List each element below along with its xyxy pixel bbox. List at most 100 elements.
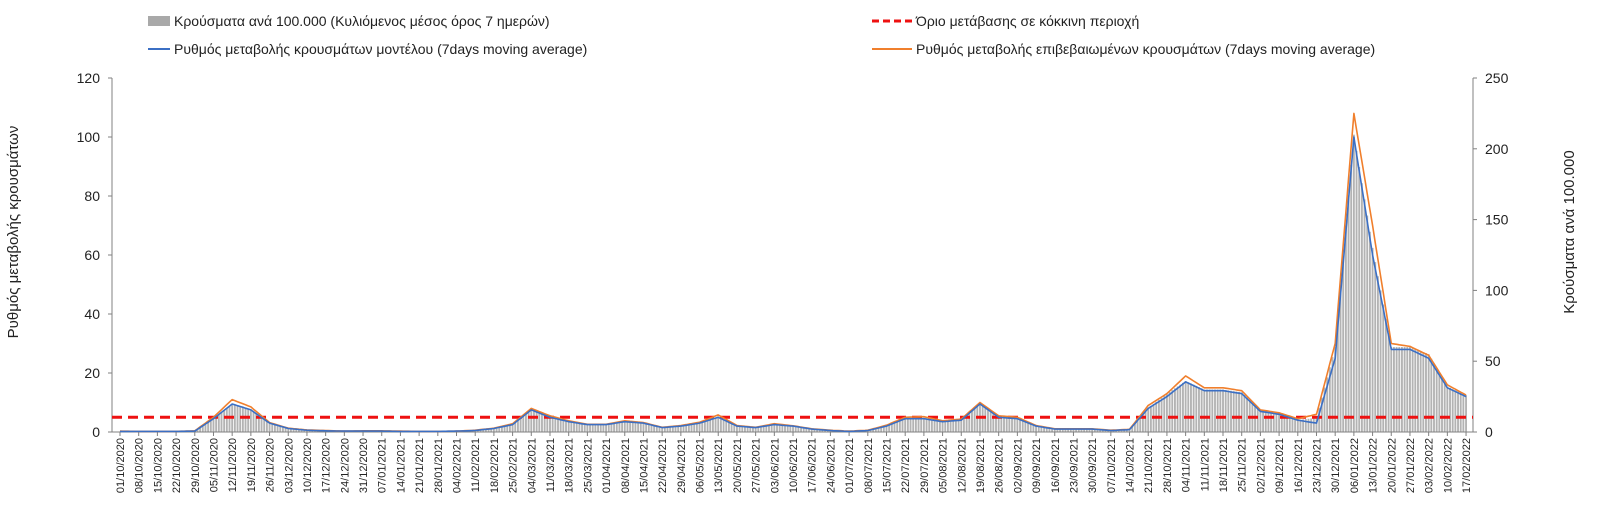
bar	[805, 428, 808, 432]
bar	[813, 429, 816, 432]
bar	[1072, 429, 1075, 432]
x-tick-label: 20/01/2022	[1386, 438, 1398, 493]
bar	[597, 424, 599, 432]
y-right-ticks: 0 50 100 150 200 250	[1473, 70, 1509, 440]
bar	[1374, 262, 1377, 432]
bar	[554, 417, 557, 432]
x-tick-label: 12/11/2020	[227, 438, 239, 492]
bar	[695, 423, 698, 432]
y-left-tick-label: 0	[92, 424, 100, 440]
bar	[201, 426, 204, 432]
bar	[1355, 150, 1358, 432]
bar	[762, 426, 765, 432]
x-tick-label: 13/05/2021	[713, 438, 725, 493]
bar	[818, 429, 821, 432]
bar	[730, 423, 733, 432]
bar	[500, 426, 503, 432]
bar	[605, 424, 608, 432]
bar	[1336, 316, 1339, 432]
bar	[1203, 389, 1206, 432]
bar	[957, 420, 960, 432]
bar	[914, 417, 917, 432]
bar	[1358, 167, 1361, 432]
bar	[1371, 247, 1374, 432]
bar	[476, 430, 479, 432]
legend-bars-label: Κρούσματα ανά 100.000 (Κυλιόμενος μέσος …	[174, 13, 550, 29]
x-tick-label: 17/02/2022	[1461, 438, 1473, 493]
bar	[821, 429, 824, 432]
bar	[573, 422, 575, 432]
bar	[719, 417, 722, 432]
bar	[1254, 405, 1256, 432]
bar	[1187, 382, 1190, 432]
bar	[308, 430, 311, 432]
bar	[749, 427, 752, 432]
bar	[1267, 411, 1270, 432]
bar	[1029, 423, 1032, 432]
x-tick-label: 18/03/2021	[564, 438, 576, 493]
bar	[1438, 372, 1441, 432]
bar	[1037, 426, 1040, 432]
bar	[551, 417, 554, 432]
bar	[701, 422, 704, 432]
bar	[623, 421, 626, 432]
bar	[535, 411, 538, 432]
bar	[928, 418, 931, 432]
y-right-tick-label: 50	[1485, 353, 1501, 369]
bar	[946, 420, 949, 432]
bar	[1168, 391, 1171, 432]
bar	[714, 417, 717, 432]
x-tick-label: 22/04/2021	[657, 438, 669, 493]
bar	[549, 416, 551, 432]
x-tick-label: 28/10/2021	[1162, 438, 1174, 493]
bar	[810, 429, 813, 432]
bar	[503, 426, 506, 432]
legend: Κρούσματα ανά 100.000 (Κυλιόμενος μέσος …	[148, 13, 1375, 57]
bar	[981, 405, 984, 432]
bar	[1064, 429, 1067, 432]
bar	[661, 427, 664, 432]
bar	[1080, 429, 1083, 432]
bar	[706, 420, 709, 432]
bar	[971, 410, 973, 432]
bar	[639, 423, 642, 432]
bar	[586, 424, 589, 432]
bar	[987, 409, 989, 432]
bar	[1104, 430, 1107, 432]
bar	[281, 427, 284, 432]
x-tick-label: 25/02/2021	[508, 438, 520, 493]
bar	[920, 417, 923, 432]
bar	[674, 426, 677, 432]
bar	[1120, 430, 1123, 432]
bar	[938, 420, 941, 432]
bar	[1013, 417, 1016, 432]
x-tick-label: 19/11/2020	[246, 438, 258, 492]
bar	[733, 424, 736, 432]
bar	[1417, 350, 1419, 432]
bar	[589, 424, 591, 432]
x-tick-label: 15/07/2021	[881, 438, 893, 493]
bar	[1294, 419, 1297, 432]
y-right-tick-label: 0	[1485, 424, 1493, 440]
bar	[594, 424, 597, 432]
bar	[933, 419, 936, 432]
bar	[581, 423, 583, 432]
model-series-line	[120, 136, 1467, 433]
x-tick-label: 28/01/2021	[433, 438, 445, 493]
bar	[703, 421, 706, 432]
x-tick-label: 17/12/2020	[321, 438, 333, 493]
bar	[1083, 429, 1086, 432]
bar	[1051, 428, 1054, 432]
bar	[228, 405, 231, 432]
bar	[212, 419, 215, 432]
bar	[634, 422, 637, 432]
bar	[872, 429, 875, 432]
x-tick-label: 03/02/2022	[1424, 438, 1436, 493]
bar	[984, 407, 987, 432]
bar	[1395, 347, 1398, 432]
bar	[631, 422, 634, 432]
bar	[682, 425, 685, 432]
x-tick-label: 09/09/2021	[1031, 438, 1043, 493]
x-tick-label: 27/05/2021	[751, 438, 763, 493]
